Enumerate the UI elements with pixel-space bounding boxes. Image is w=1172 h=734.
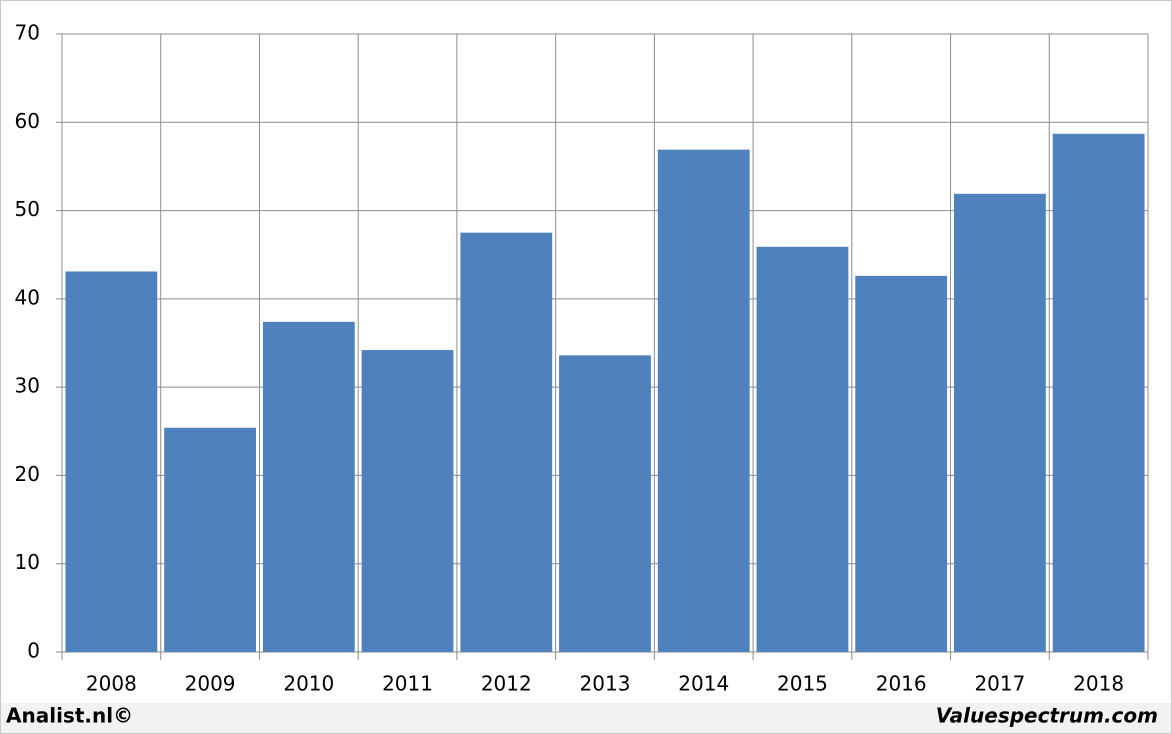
- y-tick-label: 70: [15, 21, 40, 45]
- x-tick-label: 2008: [86, 672, 137, 696]
- bar: [756, 246, 849, 653]
- bar: [164, 427, 256, 652]
- y-tick-label: 10: [15, 550, 40, 574]
- y-tick-label: 50: [15, 197, 40, 221]
- bar: [361, 350, 454, 652]
- x-tick-label: 2009: [185, 672, 236, 696]
- footer-strip: [0, 703, 1172, 734]
- y-tick-label: 40: [15, 285, 40, 309]
- bar: [954, 193, 1046, 652]
- bar: [657, 149, 750, 652]
- x-tick-label: 2015: [777, 672, 828, 696]
- bar: [1052, 133, 1145, 652]
- y-tick-label: 60: [15, 109, 40, 133]
- x-tick-label: 2016: [876, 672, 927, 696]
- bar: [460, 232, 553, 652]
- y-tick-label: 0: [27, 639, 40, 663]
- bar: [65, 271, 158, 652]
- x-tick-label: 2011: [382, 672, 433, 696]
- y-tick-label: 20: [15, 462, 40, 486]
- x-tick-label: 2018: [1073, 672, 1124, 696]
- bar: [559, 355, 651, 652]
- source-right: Valuespectrum.com: [936, 704, 1158, 728]
- bar: [855, 275, 948, 652]
- y-tick-label: 30: [15, 374, 40, 398]
- source-left: Analist.nl©: [6, 704, 133, 728]
- x-tick-label: 2017: [974, 672, 1025, 696]
- x-tick-label: 2013: [580, 672, 631, 696]
- x-tick-label: 2014: [678, 672, 729, 696]
- x-tick-label: 2010: [283, 672, 334, 696]
- x-tick-label: 2012: [481, 672, 532, 696]
- bar: [262, 321, 355, 652]
